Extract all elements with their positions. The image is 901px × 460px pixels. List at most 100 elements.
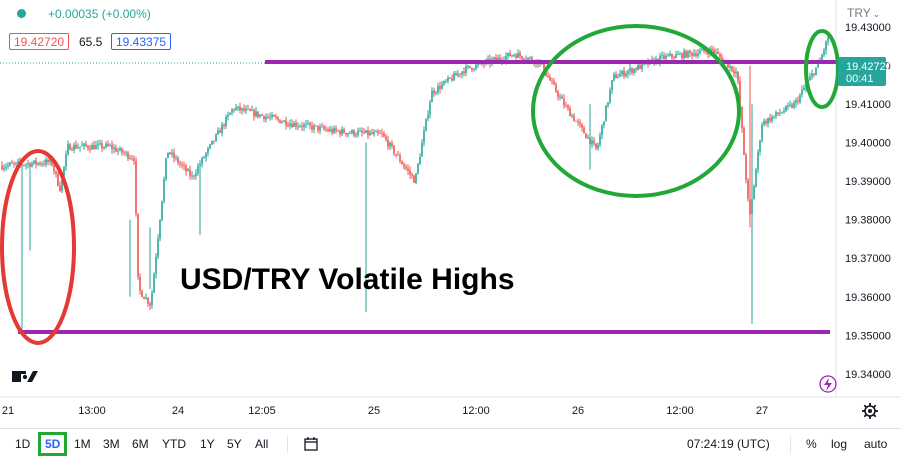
candle-body: [63, 166, 65, 177]
candle-body: [455, 73, 457, 76]
candle-body: [531, 57, 533, 61]
candle-body: [447, 77, 449, 82]
green-circle-annotation-right: [804, 29, 840, 109]
timeframe-3m[interactable]: 3M: [103, 437, 120, 451]
candle-body: [277, 117, 279, 120]
candle-body: [171, 152, 173, 154]
candle-body: [243, 108, 245, 111]
candle-body: [53, 165, 55, 172]
candle-body: [457, 73, 459, 76]
log-toggle[interactable]: log: [831, 437, 848, 451]
candle-body: [309, 123, 311, 126]
candle-body: [557, 91, 559, 97]
candle-body: [729, 66, 731, 68]
candle-body: [25, 164, 27, 166]
time-tick-label: 13:00: [78, 405, 106, 417]
candle-body: [301, 126, 303, 128]
candle-body: [505, 56, 507, 61]
candle-body: [323, 126, 325, 130]
candle-body: [153, 274, 155, 293]
timeframe-ytd[interactable]: YTD: [162, 437, 186, 451]
currency-menu[interactable]: TRY ⌄: [847, 6, 880, 20]
candle-body: [453, 73, 455, 81]
candle-body: [617, 76, 619, 79]
candle-body: [403, 164, 405, 167]
candle-body: [381, 133, 383, 135]
candle-body: [513, 54, 515, 56]
candle-body: [373, 132, 375, 134]
candle-body: [677, 54, 679, 56]
auto-toggle[interactable]: auto: [864, 437, 888, 451]
candle-body: [265, 116, 267, 120]
candle-body: [225, 116, 227, 127]
candle-body: [231, 109, 233, 113]
candle-body: [263, 115, 265, 120]
candle-body: [111, 145, 113, 149]
candle-body: [573, 115, 575, 121]
candle-body: [67, 144, 69, 155]
toolbar-divider: [287, 436, 288, 453]
settings-gear-icon[interactable]: [862, 403, 878, 419]
bid-price-box[interactable]: 19.42720: [9, 33, 70, 50]
timeframe-6m[interactable]: 6M: [132, 437, 149, 451]
time-tick-label: 24: [172, 405, 184, 417]
utc-clock[interactable]: 07:24:19 (UTC): [687, 437, 770, 451]
candle-body: [475, 64, 477, 70]
price-chart[interactable]: 19.4300019.4200019.4100019.4000019.39000…: [0, 0, 901, 428]
candle-body: [789, 104, 791, 106]
candle-body: [49, 158, 51, 163]
candle-body: [637, 65, 639, 71]
candle-body: [207, 148, 209, 154]
candle-body: [771, 116, 773, 122]
price-tick-label: 19.38000: [845, 215, 891, 227]
candle-body: [283, 120, 285, 122]
percent-toggle[interactable]: %: [806, 437, 817, 451]
candle-body: [321, 126, 323, 128]
timeframe-5y[interactable]: 5Y: [227, 437, 242, 451]
candle-body: [95, 145, 97, 150]
time-tick-label: 21: [2, 405, 14, 417]
candle-body: [167, 152, 169, 159]
candle-body: [759, 140, 761, 152]
candle-body: [73, 144, 75, 150]
candle-body: [577, 121, 579, 123]
timeframe-5d[interactable]: 5D: [38, 432, 68, 456]
timeframe-1m[interactable]: 1M: [74, 437, 91, 451]
candle-body: [345, 133, 347, 135]
tradingview-logo-icon[interactable]: [12, 371, 38, 382]
candle-body: [493, 57, 495, 60]
timeframe-all[interactable]: All: [255, 437, 269, 451]
candle-body: [83, 143, 85, 146]
candle-body: [163, 179, 165, 202]
candle-body: [349, 133, 351, 134]
candle-body: [407, 168, 409, 171]
timeframe-1d[interactable]: 1D: [15, 437, 31, 451]
candle-body: [289, 123, 291, 126]
candle-body: [711, 48, 713, 50]
candle-body: [307, 123, 309, 125]
candle-body: [585, 133, 587, 139]
candle-body: [71, 149, 73, 151]
candle-body: [671, 54, 673, 58]
candle-body: [549, 77, 551, 81]
candle-body: [357, 131, 359, 135]
timeframe-1y[interactable]: 1Y: [200, 437, 215, 451]
candle-body: [605, 105, 607, 122]
candle-body: [713, 49, 715, 53]
candle-body: [41, 163, 43, 165]
candle-body: [667, 55, 669, 57]
candle-body: [827, 38, 829, 42]
candle-body: [571, 115, 573, 117]
candle-body: [7, 164, 9, 167]
lightning-icon[interactable]: [819, 375, 837, 393]
candle-body: [415, 173, 417, 183]
candle-body: [377, 131, 379, 133]
candle-body: [669, 54, 671, 56]
candle-body: [347, 133, 349, 135]
candle-body: [387, 139, 389, 147]
date-range-icon[interactable]: [303, 436, 319, 452]
candle-body: [497, 57, 499, 61]
candle-body: [689, 50, 691, 53]
candle-body: [43, 163, 45, 165]
ask-price-box[interactable]: 19.43375: [111, 33, 172, 50]
